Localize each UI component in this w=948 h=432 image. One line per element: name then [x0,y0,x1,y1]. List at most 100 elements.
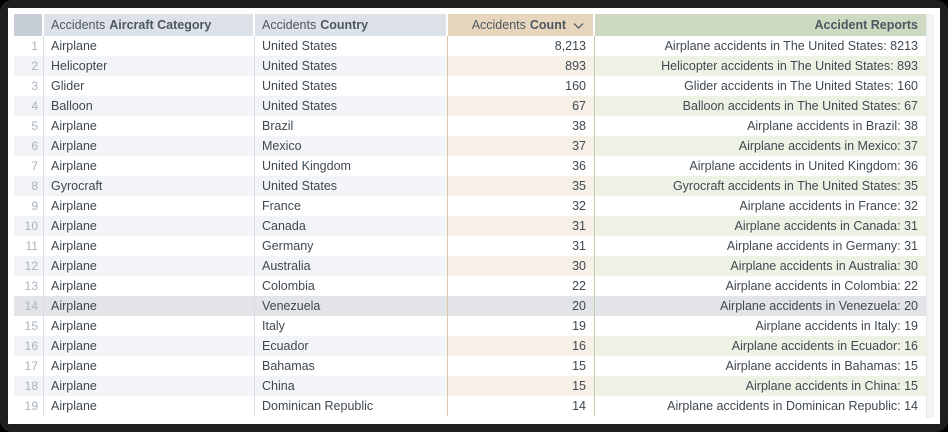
table-row[interactable]: 19 Airplane Dominican Republic 14 Airpla… [14,396,926,416]
report-cell: Airplane accidents in United Kingdom: 36 [689,159,918,173]
aircraft-category-cell: Balloon [44,96,255,116]
report-cell: Airplane accidents in Italy: 19 [755,319,918,333]
table-row[interactable]: 9 Airplane France 32 Airplane accidents … [14,196,926,216]
count-cell: 30 [448,256,595,276]
country-cell: United States [255,176,448,196]
row-number-cell: 16 [14,336,44,356]
table-row[interactable]: 7 Airplane United Kingdom 36 Airplane ac… [14,156,926,176]
report-cell: Airplane accidents in Colombia: 22 [725,279,918,293]
table-row[interactable]: 4 Balloon United States 67 Balloon accid… [14,96,926,116]
report-cell: Airplane accidents in Canada: 31 [595,216,926,236]
country-cell: Bahamas [255,356,448,376]
report-cell: Airplane accidents in Mexico: 37 [595,136,926,156]
table-header-row: Accidents Aircraft Category Accidents Co… [14,14,926,36]
aircraft-category-cell: Helicopter [44,56,255,76]
table-row[interactable]: 18 Airplane China 15 Airplane accidents … [14,376,926,396]
country-cell: United States [255,56,448,76]
column-header-accident-reports[interactable]: Accident Reports [595,14,926,36]
vertical-scrollbar[interactable] [926,14,934,418]
row-number-cell: 10 [14,216,44,236]
country-cell: Dominican Republic [255,396,448,416]
count-cell: 19 [448,316,595,336]
row-number-cell: 11 [14,236,44,256]
table-row[interactable]: 8 Gyrocraft United States 35 Gyrocraft a… [14,176,926,196]
report-cell: Airplane accidents in Brazil: 38 [747,119,918,133]
report-cell: Airplane accidents in Venezuela: 20 [595,296,926,316]
row-number-cell: 9 [14,196,44,216]
country-cell: Ecuador [255,336,448,356]
header-label: Country [320,18,369,32]
table-row[interactable]: 10 Airplane Canada 31 Airplane accidents… [14,216,926,236]
count-cell: 31 [448,236,595,256]
column-header-count[interactable]: Accidents Count [448,14,595,36]
country-cell: Mexico [255,136,448,156]
row-number-cell: 17 [14,356,44,376]
aircraft-category-cell: Airplane [44,236,255,256]
aircraft-category-cell: Airplane [44,216,255,236]
row-number-cell: 13 [14,276,44,296]
row-number-cell: 3 [14,76,44,96]
aircraft-category-cell: Airplane [44,396,255,416]
table-row[interactable]: 15 Airplane Italy 19 Airplane accidents … [14,316,926,336]
country-cell: France [255,196,448,216]
count-cell: 35 [448,176,595,196]
table-row[interactable]: 11 Airplane Germany 31 Airplane accident… [14,236,926,256]
country-cell: Venezuela [255,296,448,316]
report-cell: Airplane accidents in The United States:… [664,39,918,53]
report-cell: Airplane accidents in Germany: 31 [726,239,918,253]
count-cell: 31 [448,216,595,236]
report-cell: Airplane accidents in France: 32 [739,199,918,213]
count-cell: 38 [448,116,595,136]
table-row[interactable]: 13 Airplane Colombia 22 Airplane acciden… [14,276,926,296]
header-label: Aircraft Category [109,18,212,32]
count-cell: 36 [448,156,595,176]
aircraft-category-cell: Airplane [44,196,255,216]
table-row[interactable]: 12 Airplane Australia 30 Airplane accide… [14,256,926,276]
row-number-cell: 15 [14,316,44,336]
report-cell: Gyrocraft accidents in The United States… [595,176,926,196]
count-cell: 67 [448,96,595,116]
header-label: Accident Reports [814,18,919,32]
table-row[interactable]: 1 Airplane United States 8,213 Airplane … [14,36,926,56]
country-cell: United Kingdom [255,156,448,176]
count-cell: 15 [448,376,595,396]
column-header-country[interactable]: Accidents Country [255,14,448,36]
column-header-aircraft-category[interactable]: Accidents Aircraft Category [44,14,255,36]
report-cell: Airplane accidents in Ecuador: 16 [595,336,926,356]
count-cell: 893 [448,56,595,76]
report-cell: Helicopter accidents in The United State… [595,56,926,76]
aircraft-category-cell: Airplane [44,336,255,356]
aircraft-category-cell: Airplane [44,116,255,136]
count-cell: 37 [448,136,595,156]
report-cell: Glider accidents in The United States: 1… [684,79,918,93]
table-row[interactable]: 2 Helicopter United States 893 Helicopte… [14,56,926,76]
country-cell: Germany [255,236,448,256]
count-cell: 14 [448,396,595,416]
report-cell: Balloon accidents in The United States: … [595,96,926,116]
row-number-cell: 4 [14,96,44,116]
table-row[interactable]: 16 Airplane Ecuador 16 Airplane accident… [14,336,926,356]
country-cell: Brazil [255,116,448,136]
sort-descending-icon [572,21,585,30]
row-number-cell: 18 [14,376,44,396]
aircraft-category-cell: Airplane [44,136,255,156]
count-cell: 8,213 [448,36,595,56]
aircraft-category-cell: Airplane [44,256,255,276]
report-cell: Airplane accidents in Bahamas: 15 [725,359,918,373]
table-row[interactable]: 5 Airplane Brazil 38 Airplane accidents … [14,116,926,136]
table-row[interactable]: 6 Airplane Mexico 37 Airplane accidents … [14,136,926,156]
results-panel: Accidents Aircraft Category Accidents Co… [8,8,940,424]
table-row[interactable]: 14 Airplane Venezuela 20 Airplane accide… [14,296,926,316]
row-number-cell: 12 [14,256,44,276]
aircraft-category-cell: Airplane [44,296,255,316]
table-row[interactable]: 3 Glider United States 160 Glider accide… [14,76,926,96]
aircraft-category-cell: Gyrocraft [44,176,255,196]
table-row[interactable]: 17 Airplane Bahamas 15 Airplane accident… [14,356,926,376]
report-cell: Airplane accidents in Australia: 30 [595,256,926,276]
country-cell: United States [255,96,448,116]
header-label: Count [529,18,566,32]
aircraft-category-cell: Airplane [44,156,255,176]
aircraft-category-cell: Airplane [44,276,255,296]
report-cell: Airplane accidents in China: 15 [595,376,926,396]
